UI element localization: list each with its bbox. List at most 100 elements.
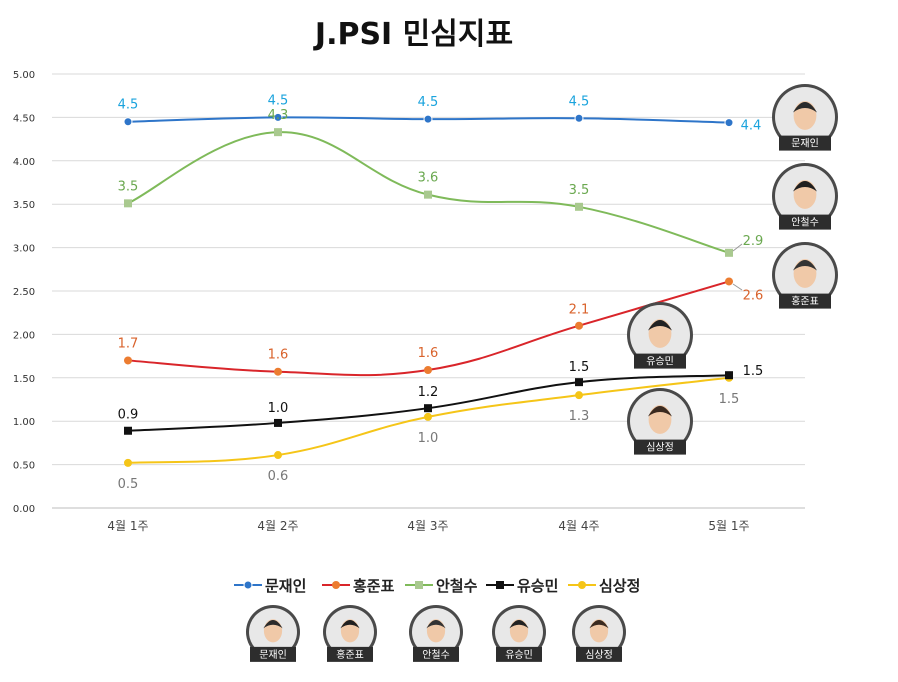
data-label: 4.5 — [569, 94, 590, 109]
data-label: 3.5 — [569, 183, 590, 198]
portrait-name: 안철수 — [791, 217, 819, 229]
portrait-hair — [793, 102, 817, 113]
legend-label: 유승민 — [517, 577, 558, 595]
data-point — [424, 404, 432, 413]
portrait-name-tag — [779, 293, 831, 309]
data-point — [424, 190, 432, 199]
portrait-hair — [340, 620, 360, 629]
data-label: 1.6 — [418, 346, 439, 361]
portrait-name: 문재인 — [259, 649, 287, 661]
data-label: 0.5 — [118, 477, 139, 492]
chart-title: J.PSI 민심지표 — [313, 17, 513, 52]
portrait: 홍준표 — [323, 605, 377, 662]
y-tick-label: 0.50 — [13, 461, 35, 472]
data-label: 1.5 — [569, 360, 590, 375]
data-label: 1.6 — [268, 348, 289, 363]
legend-label: 홍준표 — [353, 577, 395, 595]
y-tick-label: 5.00 — [13, 70, 35, 81]
data-point — [575, 321, 583, 330]
data-point — [124, 356, 132, 365]
portrait-name-tag — [413, 646, 459, 662]
y-tick-label: 3.50 — [13, 200, 35, 211]
x-tick-label: 4월 4주 — [558, 519, 599, 533]
portrait-name: 홍준표 — [791, 295, 819, 308]
leader-line — [732, 283, 743, 291]
x-tick-label: 4월 3주 — [407, 519, 448, 533]
portrait-name: 유승민 — [646, 356, 674, 368]
y-tick-label: 0.00 — [13, 504, 35, 515]
portrait: 심상정 — [572, 605, 626, 662]
data-label: 2.9 — [743, 234, 764, 249]
data-label: 0.6 — [268, 469, 289, 484]
x-tick-label: 4월 1주 — [107, 519, 148, 533]
legend-item: 유승민 — [486, 577, 558, 595]
data-point — [575, 391, 583, 400]
y-tick-label: 2.50 — [13, 287, 35, 298]
data-label: 4.5 — [118, 98, 139, 113]
x-axis: 4월 1주 4월 2주 4월 3주 4월 4주 5월 1주 — [107, 519, 749, 533]
x-tick-label: 4월 2주 — [257, 519, 298, 533]
data-labels: 4.5 4.5 4.5 4.5 4.4 1.7 1.6 1.6 2.1 2.6 3.5 4.3 3.6 3… — [118, 93, 764, 491]
series-2 — [124, 277, 733, 377]
data-point — [725, 371, 733, 380]
portrait: 문재인 — [246, 605, 300, 662]
y-axis: 0.00 0.50 1.00 1.50 2.00 2.50 3.00 3.50 4.00 4.50… — [13, 70, 35, 515]
data-label: 1.5 — [719, 392, 740, 407]
data-label: 2.6 — [743, 288, 764, 303]
portrait-name-tag — [634, 353, 686, 369]
series-5 — [124, 373, 733, 467]
y-tick-label: 1.00 — [13, 417, 35, 428]
portrait: 문재인 — [772, 84, 838, 151]
data-point — [496, 581, 504, 589]
portrait-hair — [263, 620, 283, 629]
portrait-name: 유승민 — [505, 649, 533, 661]
data-label: 0.9 — [118, 408, 139, 423]
series-4 — [124, 371, 733, 435]
data-point — [274, 418, 282, 427]
portrait-hair — [426, 620, 446, 629]
data-point — [725, 248, 733, 257]
data-label: 2.1 — [569, 303, 590, 318]
data-point — [123, 117, 133, 127]
portrait-name-tag — [576, 646, 622, 662]
portrait-name: 문재인 — [791, 138, 819, 150]
portrait-name-tag — [327, 646, 373, 662]
portrait-hair — [793, 260, 817, 271]
portrait-hair — [589, 620, 609, 629]
portrait-hair — [509, 620, 529, 629]
portrait-name: 홍준표 — [336, 648, 364, 661]
y-tick-label: 1.50 — [13, 374, 35, 385]
portrait-name-tag — [496, 646, 542, 662]
legend-portraits: 문재인 홍준표 안철수 유승민 심상정 — [246, 605, 626, 662]
portrait-name-tag — [779, 135, 831, 151]
data-point — [274, 367, 282, 376]
data-point — [724, 118, 734, 128]
data-point — [332, 581, 340, 589]
portrait-hair — [793, 181, 817, 192]
data-point — [243, 580, 253, 590]
data-point — [575, 378, 583, 387]
data-label: 4.5 — [268, 93, 289, 108]
data-point — [423, 114, 433, 124]
data-point — [574, 113, 584, 123]
portrait-name: 안철수 — [422, 649, 450, 661]
legend-item: 문재인 — [234, 577, 306, 595]
y-tick-label: 3.00 — [13, 244, 35, 255]
data-label: 4.5 — [418, 95, 439, 110]
portrait-name-tag — [250, 646, 296, 662]
portrait-hair — [648, 406, 672, 417]
data-label: 1.0 — [268, 401, 289, 416]
legend-item: 심상정 — [568, 577, 640, 595]
portrait: 유승민 — [627, 302, 693, 369]
portrait-hair — [648, 320, 672, 331]
data-point — [124, 426, 132, 435]
leader-line — [732, 243, 743, 252]
y-tick-label: 2.00 — [13, 330, 35, 341]
portrait-name: 심상정 — [585, 649, 613, 661]
data-point — [424, 412, 432, 421]
data-label: 1.2 — [418, 385, 439, 400]
data-point — [415, 581, 423, 589]
portrait-name: 심상정 — [646, 442, 674, 454]
